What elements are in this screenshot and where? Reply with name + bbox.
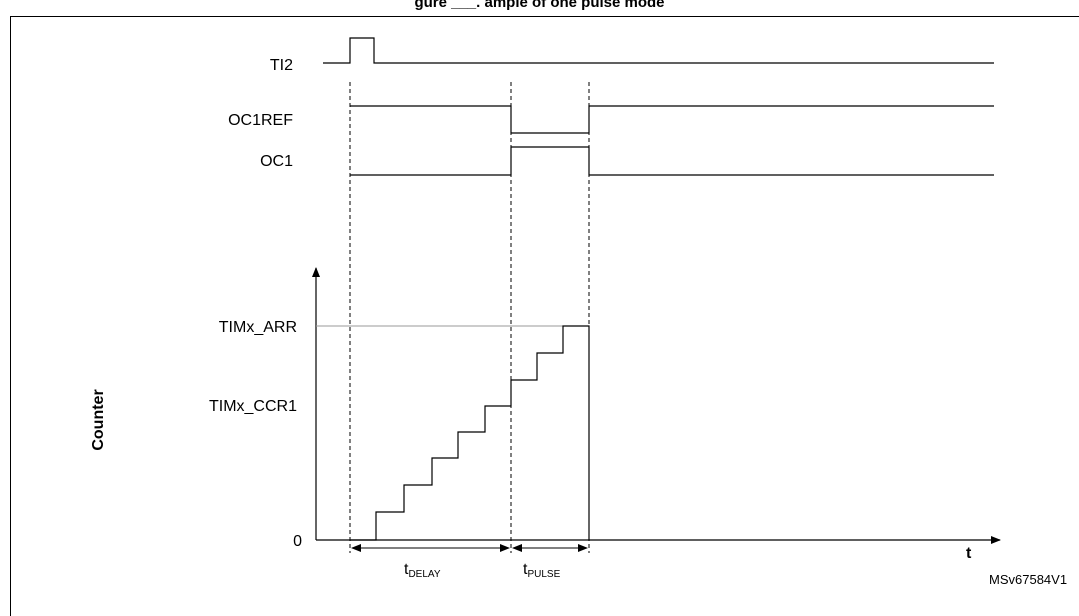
oc1ref-waveform xyxy=(350,105,994,134)
pulse-label: tPULSE xyxy=(523,561,561,580)
timing-diagram: TI2 OC1REF OC1 Counter TIMx_ARR TIMx_CCR… xyxy=(90,37,1067,587)
oc1ref-label: OC1REF xyxy=(228,112,293,129)
ccr1-label: TIMx_CCR1 xyxy=(209,398,297,415)
counter-staircase xyxy=(350,325,590,541)
ti2-label: TI2 xyxy=(270,57,293,74)
ti2-waveform xyxy=(323,37,994,64)
figure-id: MSv67584V1 xyxy=(989,572,1067,587)
zero-label: 0 xyxy=(293,533,302,550)
arr-label: TIMx_ARR xyxy=(219,319,297,336)
figure-title: gure ___. ample of one pulse mode xyxy=(414,0,665,11)
delay-label: tDELAY xyxy=(404,561,441,580)
oc1-waveform xyxy=(350,146,994,176)
oc1-label: OC1 xyxy=(260,153,293,170)
time-axis-label: t xyxy=(966,545,972,562)
figure-frame xyxy=(10,16,1079,616)
counter-axis-label: Counter xyxy=(90,389,107,450)
